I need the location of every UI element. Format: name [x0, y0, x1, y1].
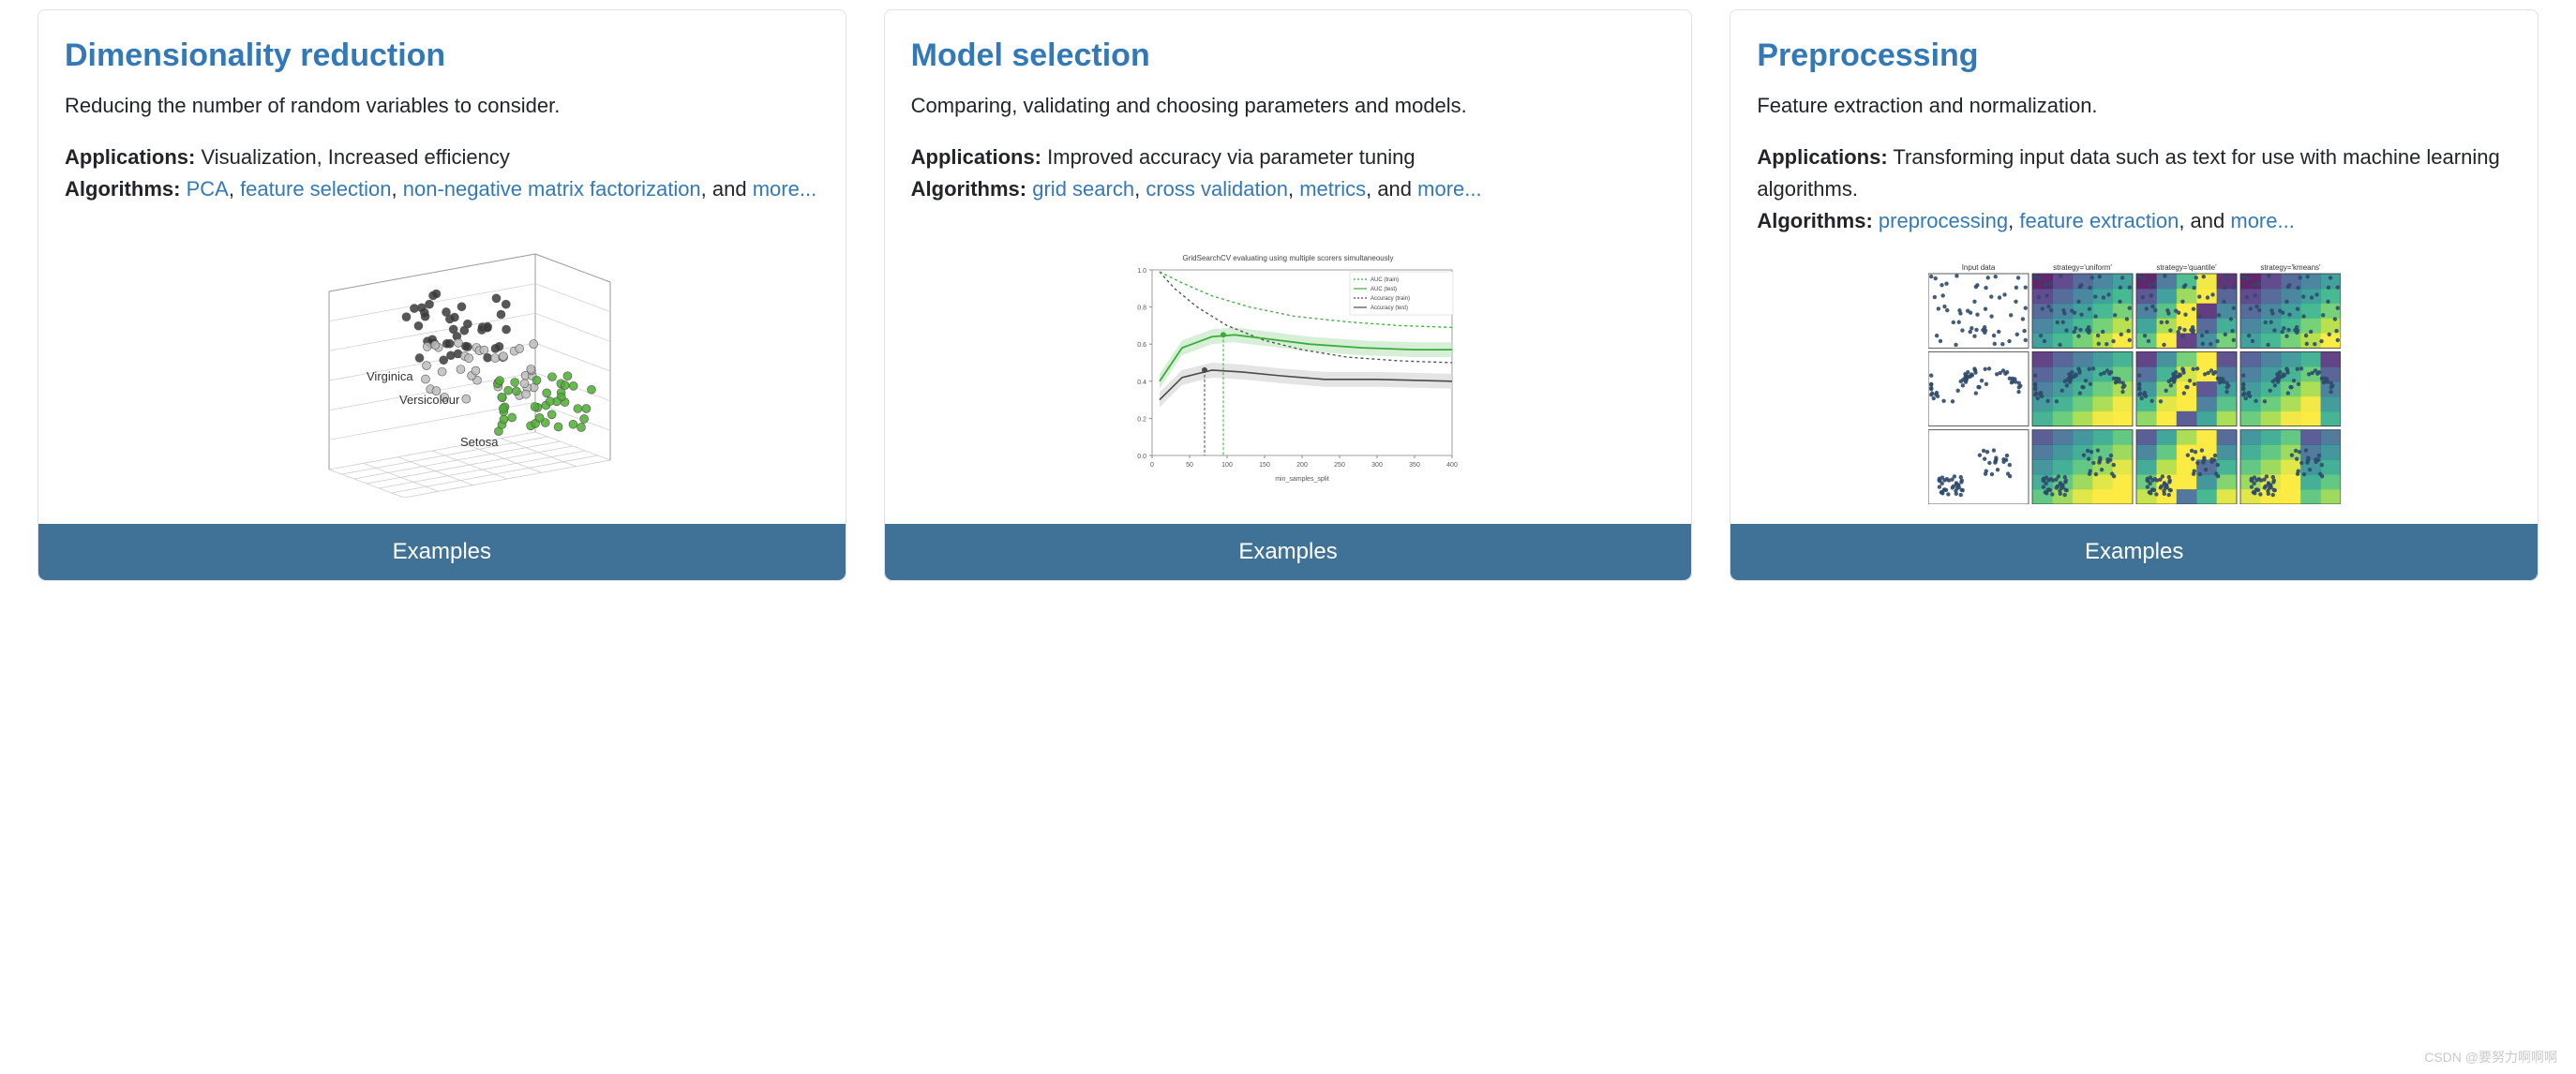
- svg-text:Virginica: Virginica: [367, 369, 413, 383]
- card-thumbnail: Input data strategy='uniform' strategy='qu…: [1757, 256, 2511, 509]
- scatter3d-icon: Virginica Versicolour Setosa: [263, 235, 620, 498]
- svg-text:150: 150: [1259, 462, 1270, 469]
- and-text: , and: [701, 177, 753, 201]
- more-link[interactable]: more...: [1417, 177, 1481, 201]
- and-text: , and: [2179, 209, 2230, 232]
- linechart-icon: GridSearchCV evaluating using multiple s…: [1110, 249, 1466, 484]
- svg-text:300: 300: [1371, 462, 1383, 469]
- svg-text:AUC (train): AUC (train): [1370, 277, 1399, 283]
- card-dimred: Dimensionality reduction Reducing the nu…: [37, 9, 846, 581]
- svg-text:strategy='kmeans': strategy='kmeans': [2260, 263, 2321, 272]
- svg-text:Versicolour: Versicolour: [399, 393, 460, 407]
- applications-text: Improved accuracy via parameter tuning: [1041, 145, 1415, 169]
- and-text: , and: [1366, 177, 1417, 201]
- alg-link-crossval[interactable]: cross validation: [1146, 177, 1288, 201]
- alg-link-preprocessing[interactable]: preprocessing: [1879, 209, 2008, 232]
- examples-button[interactable]: Examples: [38, 524, 846, 580]
- card-modelsel: Model selection Comparing, validating an…: [884, 9, 1693, 581]
- card-title[interactable]: Model selection: [911, 37, 1666, 75]
- card-description: Comparing, validating and choosing param…: [911, 90, 1666, 121]
- card-title[interactable]: Preprocessing: [1757, 37, 2511, 75]
- svg-text:0.6: 0.6: [1137, 342, 1146, 349]
- svg-text:0.8: 0.8: [1137, 306, 1146, 312]
- applications-label: Applications:: [1757, 145, 1887, 169]
- svg-text:min_samples_split: min_samples_split: [1275, 476, 1329, 483]
- svg-text:0.4: 0.4: [1137, 380, 1146, 386]
- svg-text:1.0: 1.0: [1137, 268, 1146, 275]
- watermark-text: CSDN @要努力啊啊啊: [2424, 1048, 2557, 1067]
- svg-text:strategy='quantile': strategy='quantile': [2156, 263, 2217, 272]
- card-row: Dimensionality reduction Reducing the nu…: [37, 9, 2539, 581]
- card-thumbnail: Virginica Versicolour Setosa: [65, 224, 819, 509]
- svg-text:100: 100: [1221, 462, 1233, 469]
- examples-button[interactable]: Examples: [885, 524, 1692, 580]
- more-link[interactable]: more...: [2230, 209, 2294, 232]
- svg-text:250: 250: [1334, 462, 1345, 469]
- svg-text:GridSearchCV evaluating using: GridSearchCV evaluating using multiple s…: [1183, 254, 1394, 262]
- svg-text:0.0: 0.0: [1137, 454, 1146, 460]
- more-link[interactable]: more...: [753, 177, 816, 201]
- card-description: Reducing the number of random variables …: [65, 90, 819, 121]
- alg-link-feature-selection[interactable]: feature selection: [240, 177, 391, 201]
- algorithms-label: Algorithms:: [65, 177, 180, 201]
- alg-link-metrics[interactable]: metrics: [1299, 177, 1366, 201]
- algorithms-label: Algorithms:: [911, 177, 1026, 201]
- svg-text:AUC (test): AUC (test): [1370, 287, 1397, 292]
- algorithms-label: Algorithms:: [1757, 209, 1872, 232]
- svg-text:400: 400: [1446, 462, 1458, 469]
- svg-text:350: 350: [1409, 462, 1420, 469]
- gridpanel-icon: Input data strategy='uniform' strategy='qu…: [1928, 261, 2341, 504]
- svg-text:Input data: Input data: [1961, 263, 1995, 272]
- svg-text:0: 0: [1150, 462, 1154, 469]
- alg-link-gridsearch[interactable]: grid search: [1032, 177, 1134, 201]
- alg-link-pca[interactable]: PCA: [187, 177, 229, 201]
- card-thumbnail: GridSearchCV evaluating using multiple s…: [911, 224, 1666, 509]
- card-body: Applications: Visualization, Increased e…: [65, 142, 819, 205]
- applications-text: Visualization, Increased efficiency: [195, 145, 510, 169]
- applications-label: Applications:: [911, 145, 1041, 169]
- alg-link-nmf[interactable]: non-negative matrix factorization: [403, 177, 701, 201]
- examples-button[interactable]: Examples: [1730, 524, 2538, 580]
- card-preproc: Preprocessing Feature extraction and nor…: [1730, 9, 2539, 581]
- svg-text:Accuracy (train): Accuracy (train): [1370, 296, 1410, 302]
- card-title[interactable]: Dimensionality reduction: [65, 37, 819, 75]
- svg-text:50: 50: [1186, 462, 1193, 469]
- card-body: Applications: Transforming input data su…: [1757, 142, 2511, 237]
- card-description: Feature extraction and normalization.: [1757, 90, 2511, 121]
- svg-text:Setosa: Setosa: [460, 435, 499, 449]
- svg-text:200: 200: [1296, 462, 1308, 469]
- svg-text:Accuracy (test): Accuracy (test): [1370, 306, 1408, 311]
- card-body: Applications: Improved accuracy via para…: [911, 142, 1666, 205]
- svg-text:strategy='uniform': strategy='uniform': [2053, 263, 2112, 272]
- alg-link-featureext[interactable]: feature extraction: [2019, 209, 2179, 232]
- applications-label: Applications:: [65, 145, 195, 169]
- svg-text:0.2: 0.2: [1137, 416, 1146, 423]
